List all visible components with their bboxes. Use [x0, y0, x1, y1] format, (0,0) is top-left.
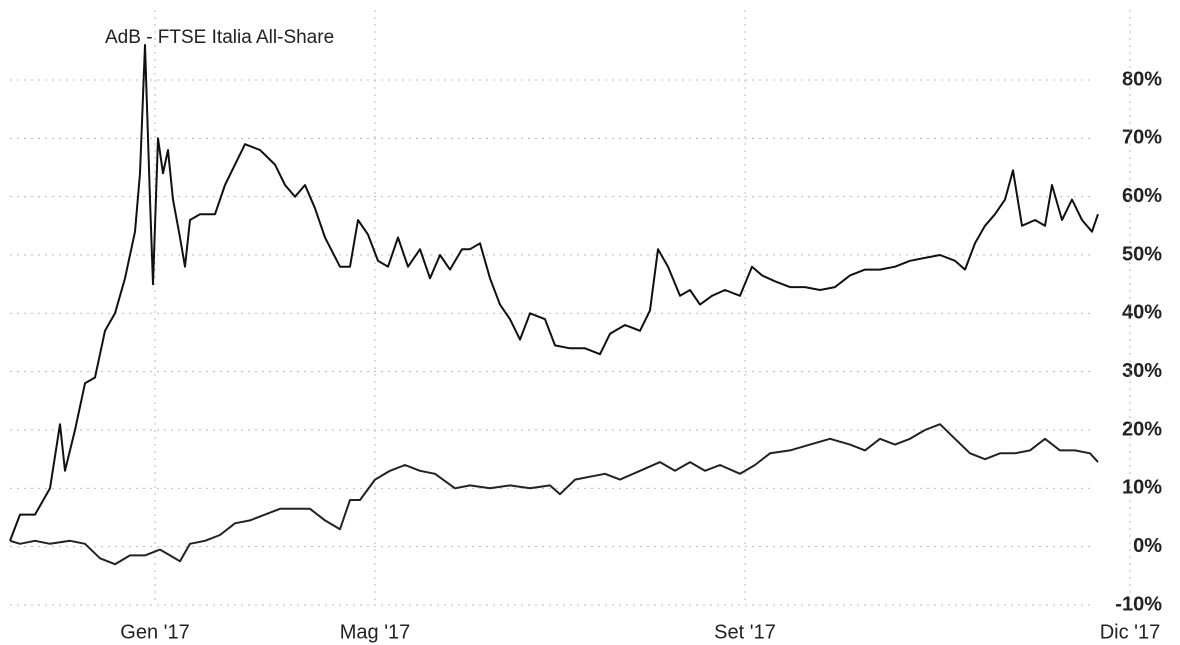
y-tick-label: 0%	[1133, 535, 1162, 557]
series-line	[9, 44, 1099, 542]
y-tick-label: 60%	[1122, 185, 1162, 207]
y-tick-label: 10%	[1122, 477, 1162, 499]
y-tick-label: 50%	[1122, 243, 1162, 265]
y-tick-label: 30%	[1122, 360, 1162, 382]
chart-title: AdB - FTSE Italia All-Share	[105, 27, 334, 48]
y-tick-label: -10%	[1115, 593, 1162, 615]
x-tick-label: Dic '17	[1100, 621, 1161, 643]
y-tick-label: 80%	[1122, 68, 1162, 90]
y-tick-label: 20%	[1122, 418, 1162, 440]
x-tick-label: Set '17	[714, 621, 776, 643]
y-tick-label: 70%	[1122, 127, 1162, 149]
x-tick-label: Mag '17	[340, 621, 411, 643]
y-tick-label: 40%	[1122, 302, 1162, 324]
x-tick-label: Gen '17	[120, 621, 189, 643]
series-line	[9, 423, 1099, 566]
